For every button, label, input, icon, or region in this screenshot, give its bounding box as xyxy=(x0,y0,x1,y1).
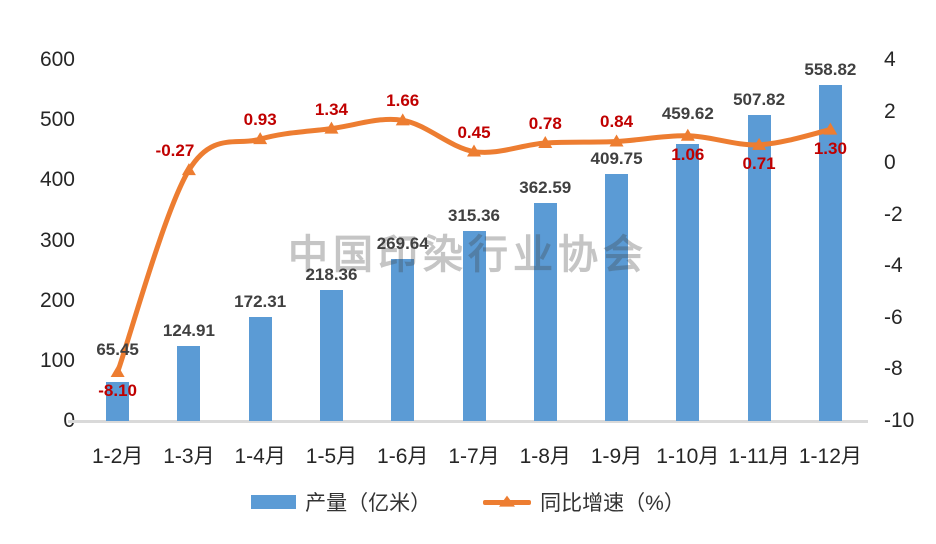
right-axis-tick: 2 xyxy=(884,99,896,123)
line-swatch xyxy=(483,495,532,507)
production-bar xyxy=(747,115,771,421)
production-bar xyxy=(319,289,343,421)
legend-item-growth: 同比增速（%） xyxy=(483,487,685,517)
x-tick-label: 1-6月 xyxy=(377,445,429,468)
triangle-marker xyxy=(467,144,481,157)
x-tick-label: 1-10月 xyxy=(656,445,720,468)
left-axis-tick: 300 xyxy=(39,228,75,252)
triangle-marker xyxy=(181,163,196,176)
production-bar xyxy=(177,345,201,421)
triangle-marker xyxy=(752,137,767,150)
legend-item-production: 产量（亿米） xyxy=(251,487,431,517)
triangle-marker xyxy=(395,113,410,126)
legend-label-production: 产量（亿米） xyxy=(305,492,432,515)
x-tick-label: 1-7月 xyxy=(448,445,500,468)
triangle-marker xyxy=(538,136,553,149)
production-bar xyxy=(605,174,629,421)
left-axis-tick: 100 xyxy=(39,348,75,372)
left-axis-tick: 400 xyxy=(39,168,75,192)
line-value-label: 1.34 xyxy=(314,99,348,119)
production-bar xyxy=(818,84,842,421)
triangle-marker xyxy=(324,121,339,134)
line-value-label: 0.84 xyxy=(599,112,634,132)
line-value-label: 1.30 xyxy=(813,138,847,158)
x-tick-label: 1-4月 xyxy=(234,445,286,468)
left-axis-tick: 500 xyxy=(39,108,75,132)
left-axis-tick: 200 xyxy=(39,288,75,312)
bar-value-label: 124.91 xyxy=(162,320,215,340)
x-tick-label: 1-9月 xyxy=(590,445,643,468)
x-tick-label: 1-11月 xyxy=(728,445,790,468)
bar-value-label: 362.59 xyxy=(519,177,572,197)
right-axis-tick: -10 xyxy=(884,409,915,432)
triangle-marker xyxy=(609,134,624,147)
bar-swatch xyxy=(251,495,297,509)
bar-value-label: 218.36 xyxy=(305,264,358,284)
x-tick-label: 1-8月 xyxy=(519,445,571,468)
growth-line xyxy=(115,116,833,375)
triangle-marker xyxy=(253,132,268,145)
line-value-label: 1.66 xyxy=(386,91,420,111)
legend-label-growth: 同比增速（%） xyxy=(540,492,685,515)
bar-value-label: 459.62 xyxy=(661,103,714,123)
bar-value-label: 269.64 xyxy=(376,233,429,253)
legend: 产量（亿米） 同比增速（%） xyxy=(0,487,936,517)
left-axis-tick: 600 xyxy=(39,48,75,71)
line-value-label: 0.45 xyxy=(457,122,491,142)
x-tick-label: 1-2月 xyxy=(91,445,144,468)
triangle-marker xyxy=(823,122,838,135)
line-value-label: -0.27 xyxy=(155,141,195,161)
production-bar xyxy=(533,202,557,421)
production-bar xyxy=(462,231,486,421)
right-axis-tick: 4 xyxy=(884,48,896,71)
bar-value-label: 558.82 xyxy=(804,59,857,79)
line-value-label: 0.78 xyxy=(528,114,562,134)
line-value-label: -8.10 xyxy=(98,381,137,400)
triangle-marker xyxy=(110,365,125,378)
x-tick-label: 1-12月 xyxy=(798,445,862,468)
production-bar xyxy=(248,317,272,421)
triangle-marker xyxy=(680,128,695,141)
right-axis-tick: -2 xyxy=(884,202,903,226)
axis-baseline xyxy=(68,420,868,423)
triangle-marker-icon xyxy=(499,495,516,507)
production-bar xyxy=(106,381,130,421)
right-axis-tick: -8 xyxy=(884,357,903,381)
bar-value-label: 315.36 xyxy=(448,206,500,226)
line-value-label: 1.06 xyxy=(671,144,705,164)
production-bar xyxy=(391,258,415,421)
right-axis-tick: -4 xyxy=(884,254,903,278)
bar-value-label: 409.75 xyxy=(590,149,643,169)
line-value-label: 0.71 xyxy=(742,153,776,173)
bar-value-label: 507.82 xyxy=(733,90,786,110)
x-tick-label: 1-5月 xyxy=(305,445,358,468)
right-axis-tick: 0 xyxy=(884,151,896,175)
line-value-label: 0.93 xyxy=(243,110,277,130)
right-axis-tick: -6 xyxy=(884,305,903,329)
production-bar xyxy=(676,144,700,421)
bar-value-label: 172.31 xyxy=(234,292,287,312)
x-tick-label: 1-3月 xyxy=(163,445,215,468)
bar-value-label: 65.45 xyxy=(96,340,139,359)
